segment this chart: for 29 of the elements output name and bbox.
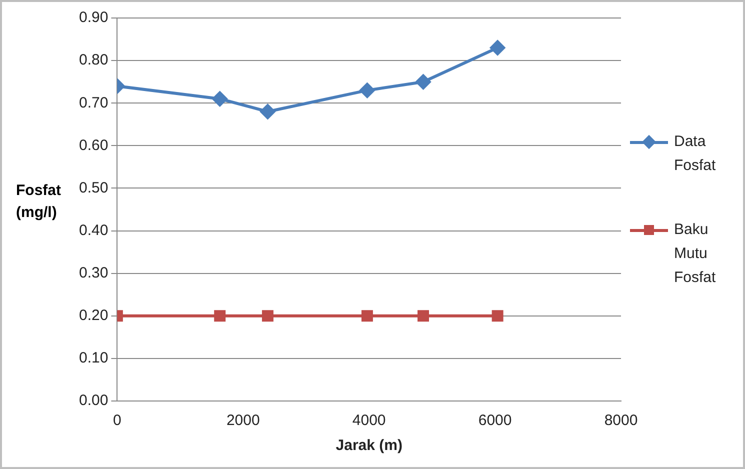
x-tick-label: 0 xyxy=(113,412,122,430)
point xyxy=(418,310,429,322)
legend-label: Baku Mutu Fosfat xyxy=(674,220,717,288)
y-tick-label: 0.20 xyxy=(78,307,108,324)
point xyxy=(490,40,506,56)
point xyxy=(212,91,228,106)
point xyxy=(492,310,504,322)
y-tick-label: 0.80 xyxy=(78,52,108,69)
legend-label: Data Fosfat xyxy=(674,132,717,176)
point xyxy=(416,74,431,90)
x-tick-label: 4000 xyxy=(352,412,386,430)
y-tick-label: 0.10 xyxy=(78,350,108,367)
x-tick-label: 6000 xyxy=(478,412,512,430)
point xyxy=(260,104,276,120)
y-tick-label: 0.90 xyxy=(78,9,108,26)
x-axis-title: Jarak (m) xyxy=(336,437,402,454)
point xyxy=(361,310,373,322)
point xyxy=(360,82,375,98)
y-tick-label: 0.60 xyxy=(78,136,108,154)
y-tick-label: 0.70 xyxy=(78,94,108,112)
x-tick-label: 8000 xyxy=(604,412,638,430)
y-axis-title: Fosfat (mg/l) xyxy=(16,181,62,223)
x-tick-label: 2000 xyxy=(226,412,260,430)
point xyxy=(262,310,274,322)
point xyxy=(214,310,226,322)
y-tick-label: 0.30 xyxy=(78,264,108,282)
y-tick-label: 0.50 xyxy=(78,179,108,196)
y-tick-label: 0.40 xyxy=(78,222,108,239)
y-tick-label: 0.00 xyxy=(78,392,108,410)
